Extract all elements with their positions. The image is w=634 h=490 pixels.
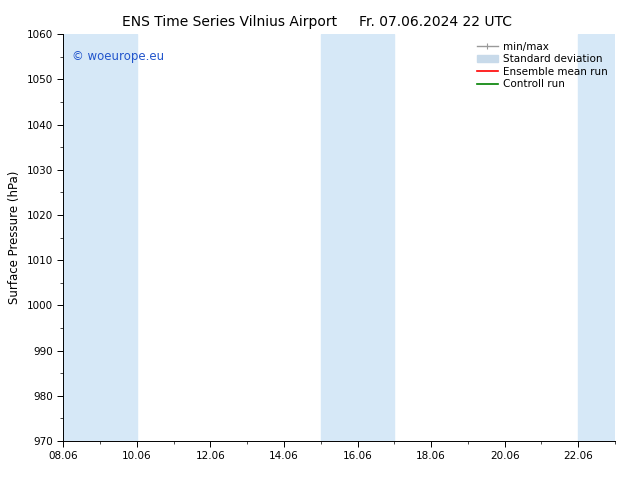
Text: ENS Time Series Vilnius Airport     Fr. 07.06.2024 22 UTC: ENS Time Series Vilnius Airport Fr. 07.0…: [122, 15, 512, 29]
Legend: min/max, Standard deviation, Ensemble mean run, Controll run: min/max, Standard deviation, Ensemble me…: [475, 40, 610, 92]
Bar: [578, 34, 615, 441]
Bar: [63, 34, 100, 441]
Bar: [100, 34, 137, 441]
Y-axis label: Surface Pressure (hPa): Surface Pressure (hPa): [8, 171, 21, 304]
Bar: [321, 34, 358, 441]
Text: © woeurope.eu: © woeurope.eu: [72, 50, 164, 63]
Bar: [358, 34, 394, 441]
